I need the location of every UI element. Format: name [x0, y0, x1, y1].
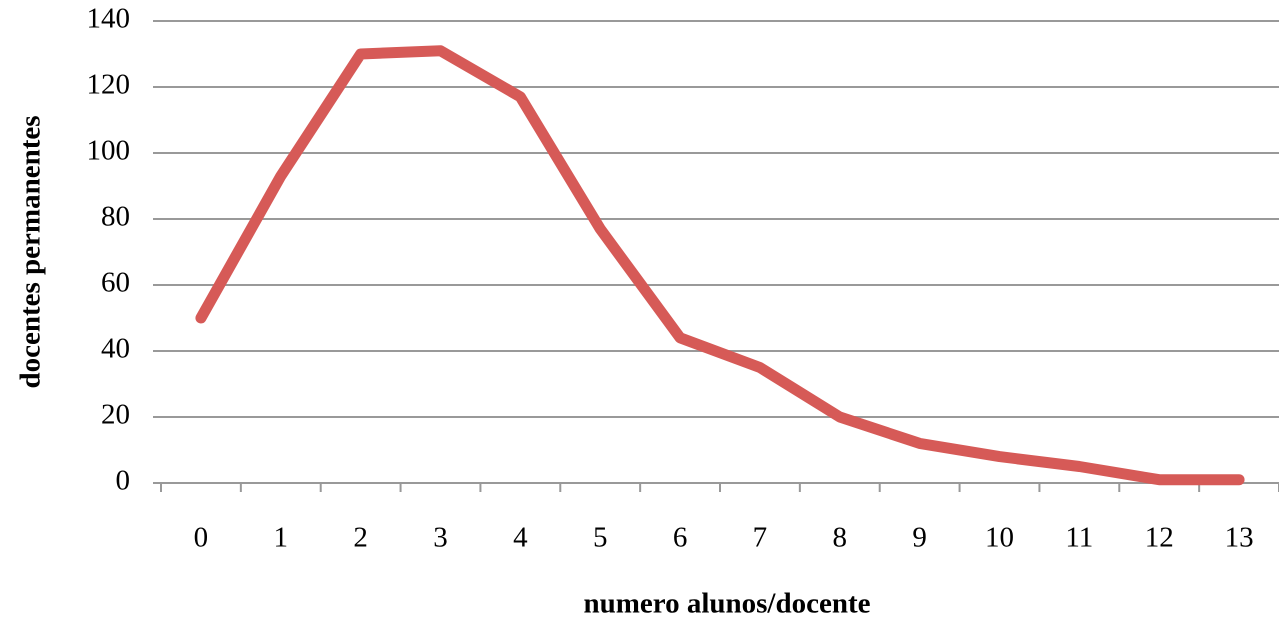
y-tick-label: 140	[87, 3, 131, 35]
y-tick-label: 120	[87, 69, 131, 101]
y-tick-label: 0	[116, 465, 131, 497]
x-tick-label: 12	[1145, 522, 1174, 554]
x-tick-label: 8	[833, 522, 848, 554]
x-tick-label: 5	[593, 522, 608, 554]
x-tick-label: 1	[274, 522, 289, 554]
x-axis-title: numero alunos/docente	[583, 588, 870, 620]
y-tick-label: 100	[87, 135, 131, 167]
x-tick-label: 3	[433, 522, 448, 554]
x-tick-label: 4	[513, 522, 528, 554]
x-tick-label: 13	[1225, 522, 1254, 554]
x-tick-label: 6	[673, 522, 688, 554]
y-tick-label: 60	[101, 267, 130, 299]
x-tick-label: 0	[194, 522, 209, 554]
y-tick-label: 80	[101, 201, 130, 233]
y-tick-label: 40	[101, 333, 130, 365]
y-tick-label: 20	[101, 399, 130, 431]
x-tick-label: 7	[753, 522, 768, 554]
x-tick-label: 9	[912, 522, 927, 554]
data-line	[195, 45, 1245, 486]
y-axis-title: docentes permanentes	[15, 115, 47, 388]
x-tick-label: 10	[985, 522, 1014, 554]
x-tick-label: 11	[1065, 522, 1093, 554]
x-tick-label: 2	[353, 522, 368, 554]
